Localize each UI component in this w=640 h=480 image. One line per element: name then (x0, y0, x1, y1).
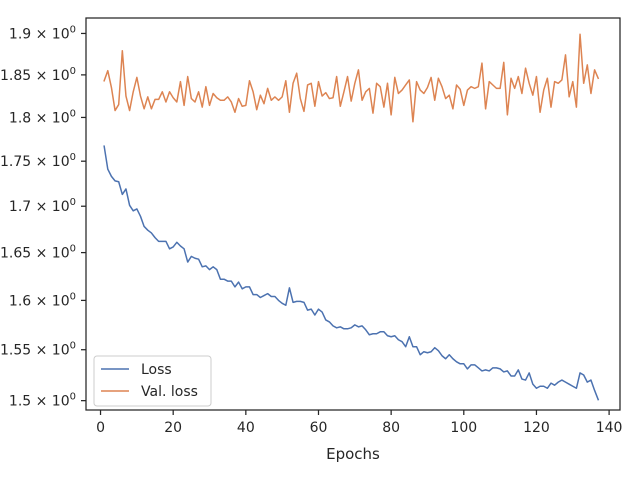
x-tick-label: 0 (96, 420, 105, 436)
y-axis: 1.5 × 100 1.55 × 100 1.6 × 100 1.65 × 100 1.… (0, 24, 86, 410)
y-tick-label: 1.9 × 100 (9, 24, 76, 42)
series-line-val-loss (103, 33, 600, 123)
plot-frame (85, 17, 621, 411)
y-tick-label: 1.65 × 100 (0, 244, 76, 262)
legend-label: Val. loss (141, 384, 198, 400)
x-tick-label: 120 (523, 420, 550, 436)
legend: Loss Val. loss (93, 355, 212, 407)
x-tick-label: 100 (450, 420, 477, 436)
y-tick-label: 1.5 × 100 (9, 392, 76, 410)
x-tick-label: 140 (596, 420, 623, 436)
x-tick-label: 20 (164, 420, 182, 436)
y-tick-label: 1.55 × 100 (0, 341, 76, 359)
x-axis: 0 20 40 60 80 100 120 140 (96, 410, 622, 436)
plot-lines (103, 33, 600, 401)
series-line-loss (103, 145, 600, 401)
y-tick-label: 1.6 × 100 (9, 291, 76, 309)
legend-label: Loss (141, 362, 172, 378)
y-tick-label: 1.7 × 100 (9, 197, 76, 215)
y-tick-label: 1.8 × 100 (9, 108, 76, 126)
x-axis-label: Epochs (326, 445, 380, 463)
x-tick-label: 80 (382, 420, 400, 436)
y-tick-label: 1.85 × 100 (0, 66, 76, 84)
x-tick-label: 60 (310, 420, 328, 436)
x-tick-label: 40 (237, 420, 255, 436)
y-tick-label: 1.75 × 100 (0, 152, 76, 170)
